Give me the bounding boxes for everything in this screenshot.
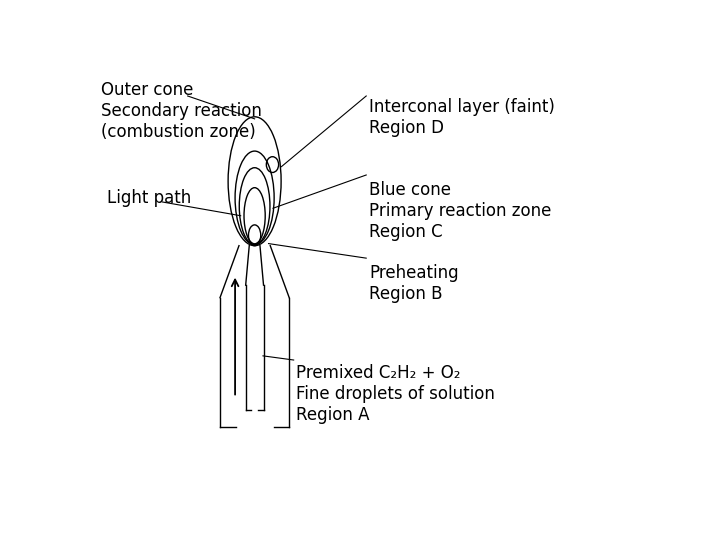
Text: Light path: Light path <box>107 189 191 207</box>
Text: Premixed C₂H₂ + O₂
Fine droplets of solution
Region A: Premixed C₂H₂ + O₂ Fine droplets of solu… <box>297 364 495 424</box>
Text: Outer cone
Secondary reaction
(combustion zone): Outer cone Secondary reaction (combustio… <box>101 82 262 141</box>
Text: Blue cone
Primary reaction zone
Region C: Blue cone Primary reaction zone Region C <box>369 181 552 241</box>
Text: Interconal layer (faint)
Region D: Interconal layer (faint) Region D <box>369 98 555 137</box>
Text: Preheating
Region B: Preheating Region B <box>369 265 459 303</box>
